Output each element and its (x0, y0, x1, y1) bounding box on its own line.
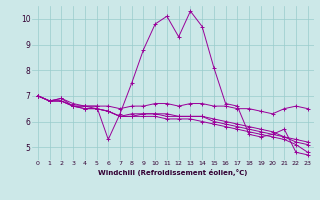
X-axis label: Windchill (Refroidissement éolien,°C): Windchill (Refroidissement éolien,°C) (98, 169, 247, 176)
